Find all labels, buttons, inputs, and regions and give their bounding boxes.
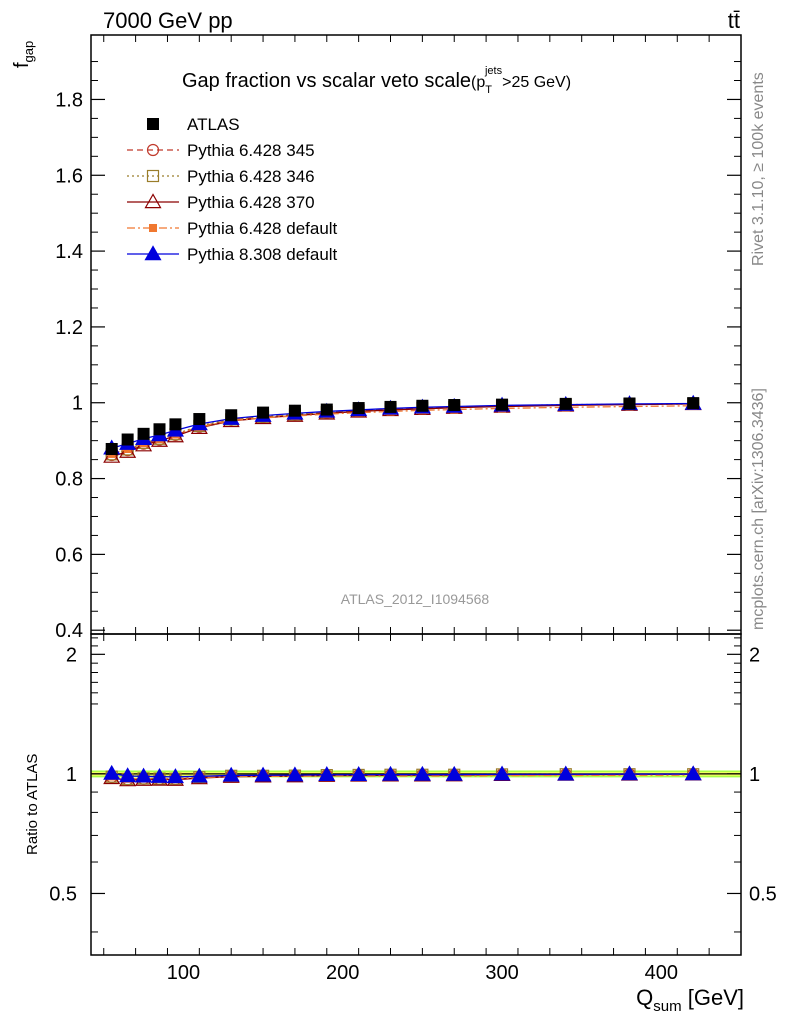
ratio-pythia-8-308-default-point [103, 764, 121, 780]
x-tick-label: 300 [485, 962, 518, 984]
ratio-pythia-8-308-default-point [150, 767, 169, 783]
ratio-pythia-8-308-default-point [493, 765, 511, 781]
legend-marker [144, 245, 162, 261]
mcplots-label: mcplots.cern.ch [arXiv:1306.3436] [750, 388, 767, 630]
legend-marker [147, 118, 159, 130]
ratio-pythia-8-308-default-point [684, 765, 702, 781]
main-y-tick-label: 1.2 [55, 317, 83, 339]
series-atlas-point [416, 399, 429, 412]
watermark: ATLAS_2012_I1094568 [341, 591, 490, 607]
legend-label: Pythia 6.428 345 [187, 141, 315, 160]
x-axis-label: Qsum [GeV] [636, 985, 744, 1015]
series-pythia-6-428-345-line [111, 403, 694, 456]
legend-marker [144, 193, 162, 209]
header-right: tt̄ [728, 8, 740, 33]
series-atlas-point [559, 397, 572, 410]
series-atlas-point [384, 400, 397, 413]
main-ylabel-text: f [11, 62, 33, 68]
legend-label: ATLAS [187, 115, 240, 134]
series-atlas-point [288, 404, 301, 417]
main-title: Gap fraction vs scalar veto scale(pTjets… [182, 65, 571, 96]
ratio-pythia-6-428-default-line [111, 774, 694, 780]
main-title-text: Gap fraction vs scalar veto scale [182, 70, 471, 92]
main-title-suffix-sub: T [485, 84, 492, 96]
rivet-label: Rivet 3.1.10, ≥ 100k events [750, 72, 767, 266]
x-tick-label: 200 [326, 962, 359, 984]
main-y-tick-label: 0.6 [55, 544, 83, 566]
x-axis-label-unit: [GeV] [682, 985, 744, 1010]
ratio-y-tick-right-label: 1 [749, 764, 760, 786]
series-atlas-point [320, 403, 333, 416]
main-y-tick-label: 0.4 [55, 620, 83, 642]
series-atlas-point [496, 398, 509, 411]
ratio-pythia-8-308-default-point [350, 766, 368, 781]
ratio-y-tick-right-label: 2 [749, 644, 760, 666]
series-atlas-point [169, 418, 182, 431]
ratio-pythia-8-308-default-point [381, 765, 400, 781]
ratio-y-tick-left-label: 0.5 [49, 883, 77, 905]
series-atlas-point [153, 423, 166, 436]
ratio-pythia-8-308-default-point [557, 765, 575, 781]
series-atlas-point [623, 397, 636, 410]
ratio-ylabel: Ratio to ATLAS [24, 754, 41, 855]
main-y-tick-label: 1.8 [55, 89, 83, 111]
x-tick-label: 400 [645, 962, 678, 984]
main-y-tick-label: 1 [72, 393, 83, 415]
ratio-y-tick-right-label: 0.5 [749, 883, 777, 905]
series-atlas-point [352, 402, 365, 415]
ratio-y-tick-left-label: 1 [66, 764, 77, 786]
main-title-suffix-base: (p [471, 74, 485, 91]
ratio-panel: Ratio to ATLAS Qsum [GeV] 0.5 0.5 1 1 2 2 100 2… [24, 627, 777, 1015]
main-title-suffix-sup: jets [484, 65, 503, 77]
series-atlas-point [193, 413, 206, 426]
ratio-pythia-8-308-default-point [166, 768, 184, 784]
main-panel: Gap fraction vs scalar veto scale(pTjets… [11, 34, 742, 642]
ratio-pythia-8-308-default-point [445, 765, 463, 781]
legend-label: Pythia 8.308 default [187, 245, 338, 264]
legend: ATLAS Pythia 6.428 345 Pythia 6.428 346 Pyt… [127, 115, 338, 264]
series-atlas-point [448, 399, 461, 412]
main-ylabel: fgap [11, 41, 36, 68]
series-pythia-6-428-default-line [111, 405, 694, 455]
legend-marker [146, 143, 160, 157]
legend-marker [146, 169, 160, 183]
main-y-tick-label: 0.8 [55, 469, 83, 491]
ratio-pythia-8-308-default-point [413, 765, 431, 781]
x-axis-label-sub: sum [653, 998, 681, 1015]
legend-marker [149, 224, 157, 232]
main-y-tick-label: 1.6 [55, 165, 83, 187]
series-atlas-point [121, 433, 134, 446]
ratio-pythia-8-308-default-point [318, 766, 336, 781]
series-atlas-point [257, 406, 270, 419]
x-tick-label: 100 [167, 962, 200, 984]
ratio-pythia-8-308-default-point [620, 765, 639, 781]
legend-label: Pythia 6.428 default [187, 219, 338, 238]
series-atlas-point [687, 397, 700, 410]
main-y-tick-label: 1.4 [55, 241, 83, 263]
ratio-pythia-8-308-default-point [135, 767, 153, 783]
x-axis-label-text: Q [636, 985, 653, 1010]
ratio-pythia-8-308-default-point [254, 766, 272, 782]
legend-label: Pythia 6.428 370 [187, 193, 315, 212]
header-left: 7000 GeV pp [103, 8, 233, 33]
ratio-pythia-8-308-default-point [286, 766, 304, 782]
ratio-pythia-8-308-default-point [190, 767, 208, 783]
ratio-frame [90, 633, 742, 956]
series-atlas-point [137, 427, 150, 440]
series-atlas-point [105, 442, 118, 455]
main-title-suffix-tail: >25 GeV) [502, 74, 571, 91]
ratio-y-tick-left-label: 2 [66, 644, 77, 666]
legend-label: Pythia 6.428 346 [187, 167, 315, 186]
series-atlas-point [225, 409, 238, 422]
ratio-pythia-8-308-default-point [222, 766, 240, 782]
ratio-pythia-8-308-default-point [119, 767, 137, 783]
main-ylabel-sub: gap [21, 41, 36, 63]
